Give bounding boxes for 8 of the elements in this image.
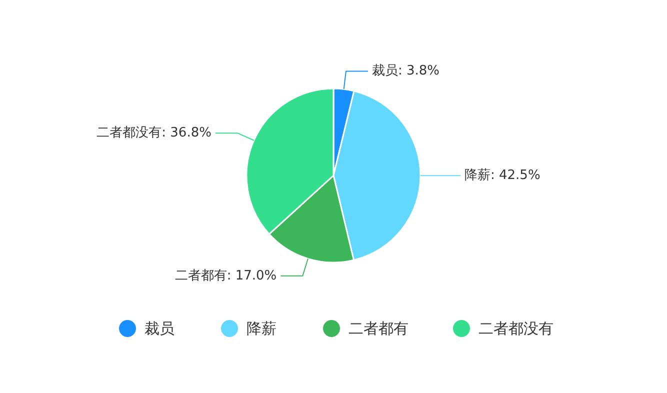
legend-label: 二者都有 [348, 320, 408, 338]
data-label: 降薪: 42.5% [464, 168, 540, 184]
legend-label: 裁员 [144, 320, 174, 338]
data-label: 二者都没有: 36.8% [96, 126, 212, 141]
data-label: 裁员: 3.8% [372, 64, 440, 79]
data-label: 二者都有: 17.0% [174, 268, 277, 284]
legend-label: 二者都没有 [478, 320, 554, 338]
legend-label: 降薪 [246, 320, 276, 338]
